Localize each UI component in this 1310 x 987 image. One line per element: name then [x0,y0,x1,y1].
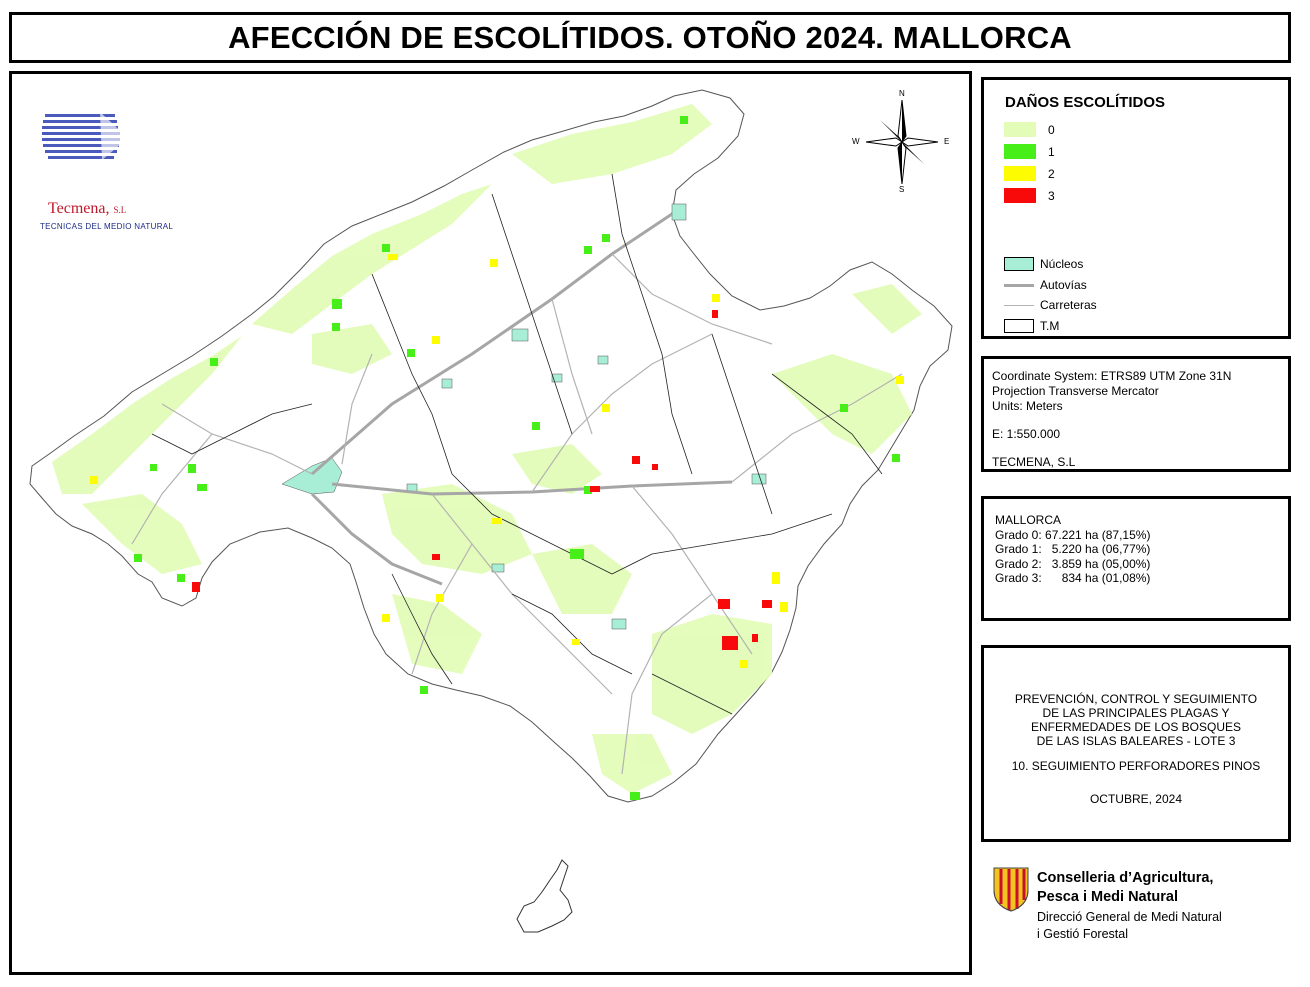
compass-e: E [944,137,950,146]
legend-carreteras: Carreteras [1004,298,1097,312]
tecmena-logo: Tecmena, S.L TECNICAS DEL MEDIO NATURAL [40,110,180,231]
project-line-1: PREVENCIÓN, CONTROL Y SEGUIMIENTO [1014,692,1258,706]
govt-line-2: Pesca i Medi Natural [1037,889,1179,905]
stats-grade-1: Grado 1: 5.220 ha (06,77%) [995,542,1151,556]
project-task: 10. SEGUIMIENTO PERFORADORES PINOS [1011,759,1261,773]
urban-nuclei [406,203,767,630]
mallorca-map[interactable] [12,74,969,972]
project-line-2: DE LAS PRINCIPALES PLAGAS Y [1042,706,1230,720]
cabrera-island [516,859,573,933]
tecmena-subtitle: TECNICAS DEL MEDIO NATURAL [40,222,174,231]
swatch-grade-2 [1004,166,1036,181]
compass-rose-icon [865,99,939,185]
north-arrow: N S W E [850,89,954,194]
govt-line-4: i Gestió Forestal [1037,927,1129,941]
scale: E: 1:550.000 [992,427,1061,441]
coordinate-info-panel: Coordinate System: ETRS89 UTM Zone 31N P… [981,356,1291,472]
municipal-boundaries [151,173,883,715]
swatch-autovias [1004,283,1034,287]
swatch-carreteras [1004,304,1034,306]
units: Units: Meters [992,399,1063,413]
project-date: OCTUBRE, 2024 [1089,792,1183,806]
stats-grade-3: Grado 3: 834 ha (01,08%) [995,571,1151,585]
coordinate-system: Coordinate System: ETRS89 UTM Zone 31N [992,369,1232,383]
author: TECMENA, S.L [992,455,1076,469]
stats-grade-0: Grado 0: 67.221 ha (87,15%) [995,527,1151,542]
compass-w: W [852,137,860,146]
swatch-tm [1004,319,1034,333]
compass-s: S [899,185,905,194]
tecmena-name: Tecmena, S.L [48,200,127,217]
map-title: AFECCIÓN DE ESCOLÍTIDOS. OTOÑO 2024. MAL… [228,19,1072,55]
stats-grade-2: Grado 2: 3.859 ha (05,00%) [995,556,1151,571]
legend-panel: DAÑOS ESCOLÍTIDOS 0 1 2 3 Núcleos Autoví… [981,77,1291,339]
compass-n: N [899,89,905,98]
government-logo: Conselleria d’Agricultura, Pesca i Medi … [992,866,1292,956]
stats-region: MALLORCA [995,513,1062,527]
govt-line-3: Direcció General de Medi Natural [1037,910,1222,924]
legend-title: DAÑOS ESCOLÍTIDOS [1005,94,1166,111]
legend-grade-1: 1 [1004,144,1055,159]
swatch-grade-1 [1004,144,1036,159]
swatch-grade-3 [1004,188,1036,203]
stats-panel: MALLORCA Grado 0: 67.221 ha (87,15%) Gra… [981,496,1291,621]
project-panel: PREVENCIÓN, CONTROL Y SEGUIMIENTO DE LAS… [981,645,1291,842]
tecmena-emblem-icon [42,112,128,160]
legend-nucleos: Núcleos [1004,257,1083,271]
grade-1-damage [134,116,900,800]
map-title-box: AFECCIÓN DE ESCOLÍTIDOS. OTOÑO 2024. MAL… [9,12,1291,63]
legend-grade-3: 3 [1004,188,1055,203]
balearic-shield-icon [993,867,1029,912]
legend-tm: T.M [1004,319,1059,333]
legend-autovias: Autovías [1004,278,1087,292]
grade-0-zones [52,104,922,794]
grade-2-damage [90,254,904,668]
swatch-nucleos [1004,257,1034,271]
projection: Projection Transverse Mercator [992,384,1159,398]
legend-grade-2: 2 [1004,166,1055,181]
map-frame[interactable]: Tecmena, S.L TECNICAS DEL MEDIO NATURAL … [9,71,972,975]
legend-grade-0: 0 [1004,122,1055,137]
project-line-4: DE LAS ISLAS BALEARES - LOTE 3 [1036,734,1236,748]
project-line-3: ENFERMEDADES DE LOS BOSQUES [1030,720,1242,734]
swatch-grade-0 [1004,122,1036,137]
grade-3-damage [192,310,772,650]
govt-line-1: Conselleria d’Agricultura, [1037,870,1214,886]
